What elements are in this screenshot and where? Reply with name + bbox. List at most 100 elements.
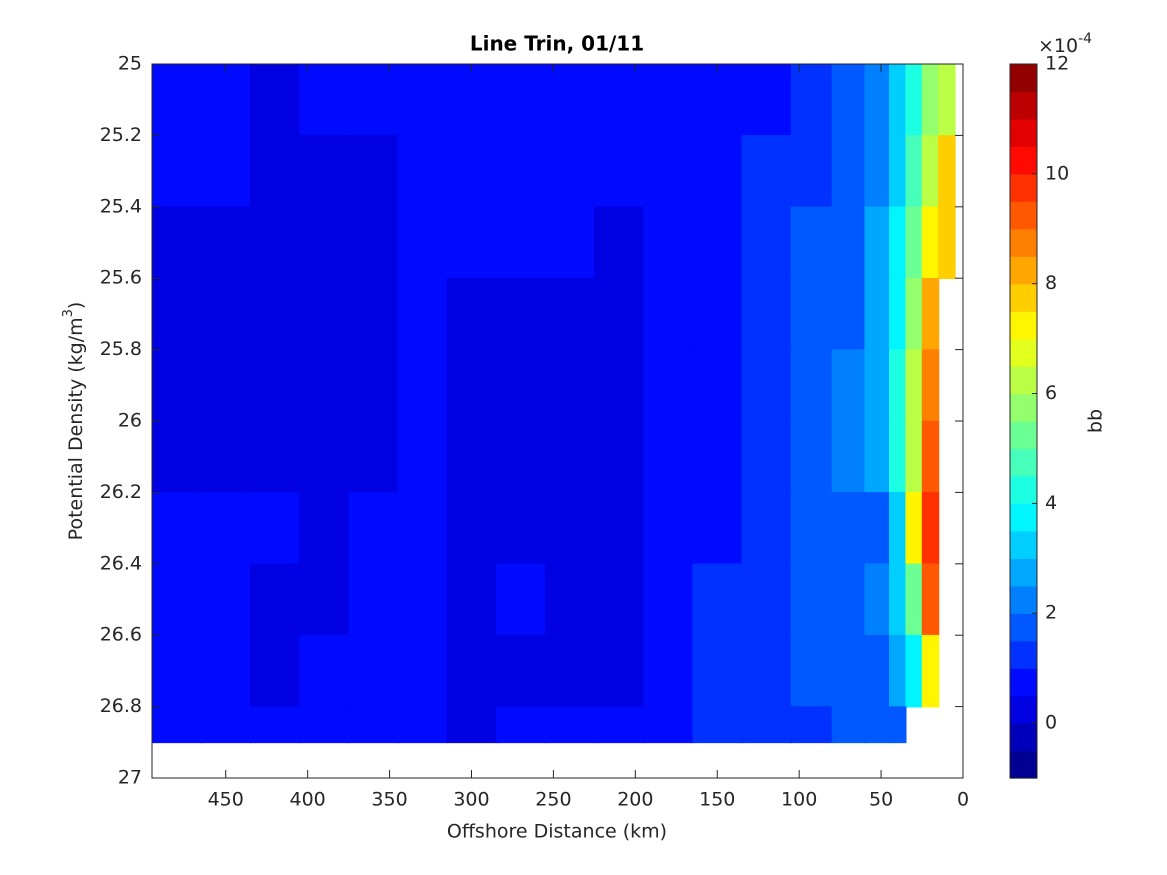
contour-cell <box>446 634 497 708</box>
contour-cell <box>299 492 350 565</box>
x-tick-label: 0 <box>957 789 969 811</box>
contour-cell <box>495 135 547 208</box>
contour-cell <box>594 135 645 208</box>
x-tick-label: 400 <box>290 789 326 811</box>
contour-cell <box>889 349 907 422</box>
contour-cell <box>495 349 547 422</box>
contour-cell <box>348 135 399 208</box>
colorbar-exponent: ×10-4 <box>1038 31 1092 57</box>
contour-cell <box>790 706 833 744</box>
colorbar-swatch <box>1009 695 1038 724</box>
contour-cell <box>446 492 497 565</box>
contour-cell <box>446 420 497 494</box>
contour-cell <box>741 63 792 137</box>
contour-cell <box>397 135 448 208</box>
x-tick-label: 450 <box>208 789 244 811</box>
contour-cell <box>692 349 743 422</box>
contour-cell <box>151 135 203 208</box>
contour-cell <box>544 349 596 422</box>
contour-cell <box>397 706 448 744</box>
contour-cell <box>594 349 645 422</box>
contour-cell <box>594 492 645 565</box>
contour-cell <box>200 420 252 494</box>
contour-field <box>151 63 956 744</box>
contour-cell <box>200 135 252 208</box>
contour-cell <box>299 634 350 708</box>
contour-cell <box>544 420 596 494</box>
contour-cell <box>921 206 940 280</box>
contour-cell <box>151 349 203 422</box>
contour-cell <box>864 563 891 637</box>
contour-cell <box>692 706 743 744</box>
contour-cell <box>831 634 866 708</box>
contour-cell <box>299 277 350 351</box>
colorbar-swatch <box>1009 393 1038 422</box>
colorbar-tick-label: 6 <box>1045 382 1057 404</box>
contour-cell <box>397 492 448 565</box>
contour-cell <box>692 135 743 208</box>
contour-cell <box>250 492 301 565</box>
contour-cell <box>831 492 866 565</box>
contour-cell <box>200 349 252 422</box>
contour-cell <box>200 492 252 565</box>
colorbar-swatch <box>1009 91 1038 120</box>
contour-cell <box>446 206 497 280</box>
y-tick-label: 25.4 <box>100 195 142 217</box>
contour-cell <box>151 634 203 708</box>
contour-cell <box>938 63 956 137</box>
contour-cell <box>250 135 301 208</box>
contour-cell <box>643 492 694 565</box>
y-tick-label: 25.6 <box>100 267 142 289</box>
contour-cell <box>495 420 547 494</box>
contour-cell <box>692 492 743 565</box>
contour-cell <box>864 349 891 422</box>
contour-cell <box>790 206 833 280</box>
contour-cell <box>348 277 399 351</box>
contour-cell <box>643 349 694 422</box>
contour-cell <box>643 63 694 137</box>
contour-cell <box>864 135 891 208</box>
colorbar-tick-label: 12 <box>1045 53 1069 75</box>
contour-cell <box>348 206 399 280</box>
contour-cell <box>889 206 907 280</box>
y-tick-label: 26.6 <box>100 624 142 646</box>
y-tick-label: 25.8 <box>100 338 142 360</box>
contour-cell <box>495 706 547 744</box>
contour-cell <box>299 420 350 494</box>
contour-cell <box>831 563 866 637</box>
contour-cell <box>864 277 891 351</box>
contour-cell <box>831 706 866 744</box>
colorbar-swatch <box>1009 256 1038 285</box>
colorbar-swatch <box>1009 201 1038 230</box>
contour-cell <box>831 63 866 137</box>
contour-cell <box>643 135 694 208</box>
colorbar-swatch <box>1009 365 1038 395</box>
contour-cell <box>938 135 956 208</box>
contour-cell <box>594 563 645 637</box>
y-tick-label: 26.8 <box>100 695 142 717</box>
contour-cell <box>299 206 350 280</box>
x-tick-label: 350 <box>371 789 407 811</box>
contour-cell <box>889 277 907 351</box>
contour-cell <box>864 63 891 137</box>
y-tick-label: 26.4 <box>100 552 142 574</box>
colorbar-swatch <box>1009 722 1038 752</box>
contour-cell <box>200 63 252 137</box>
contour-cell <box>397 277 448 351</box>
contour-cell <box>741 277 792 351</box>
y-label-text: Potential Density (kg/m <box>65 317 87 540</box>
contour-cell <box>544 706 596 744</box>
x-tick-label: 100 <box>781 789 817 811</box>
contour-cell <box>831 206 866 280</box>
contour-cell <box>250 206 301 280</box>
contour-cell <box>348 63 399 137</box>
colorbar-swatch <box>1009 228 1038 257</box>
contour-cell <box>299 349 350 422</box>
contour-cell <box>397 420 448 494</box>
y-axis-label: Potential Density (kg/m3) <box>61 302 87 541</box>
contour-cell <box>831 349 866 422</box>
contour-cell <box>495 277 547 351</box>
contour-cell <box>446 63 497 137</box>
contour-cell <box>348 492 399 565</box>
